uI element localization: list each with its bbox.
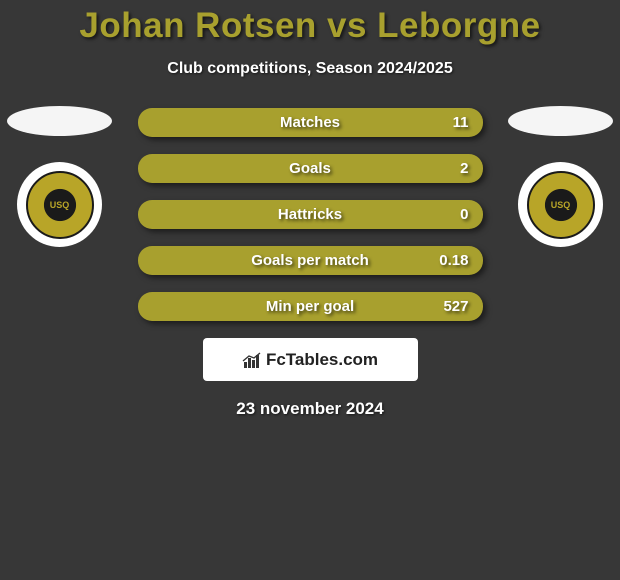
stat-value: 0.18: [439, 252, 468, 269]
stat-bar: Min per goal 527: [138, 292, 483, 321]
page-title: Johan Rotsen vs Leborgne: [0, 0, 620, 46]
stat-label: Matches: [280, 114, 340, 131]
club-badge-left: USQ: [17, 162, 102, 247]
badge-center-text-right: USQ: [551, 200, 571, 210]
stat-bar: Goals 2: [138, 154, 483, 183]
source-logo: FcTables.com: [203, 338, 418, 381]
stat-label: Goals per match: [251, 252, 369, 269]
stat-label: Hattricks: [278, 206, 342, 223]
date-text: 23 november 2024: [0, 399, 620, 419]
stat-label: Min per goal: [266, 298, 354, 315]
stat-value: 11: [453, 114, 469, 131]
source-logo-text: FcTables.com: [266, 350, 378, 370]
comparison-area: USQ USQ Matches 11 Goals 2 Hattricks 0 G…: [0, 106, 620, 321]
stat-bar: Goals per match 0.18: [138, 246, 483, 275]
stat-value: 2: [460, 160, 468, 177]
stat-bar: Matches 11: [138, 108, 483, 137]
club-badge-right: USQ: [518, 162, 603, 247]
subtitle: Club competitions, Season 2024/2025: [0, 60, 620, 78]
player-disc-left: [7, 106, 112, 136]
stat-value: 527: [443, 298, 468, 315]
stat-label: Goals: [289, 160, 331, 177]
bars-icon: [242, 352, 262, 368]
player-disc-right: [508, 106, 613, 136]
club-badge-inner-left: USQ: [26, 171, 94, 239]
stat-bars: Matches 11 Goals 2 Hattricks 0 Goals per…: [138, 106, 483, 321]
club-badge-inner-right: USQ: [527, 171, 595, 239]
stat-bar: Hattricks 0: [138, 200, 483, 229]
badge-center-text-left: USQ: [50, 200, 70, 210]
stat-value: 0: [460, 206, 468, 223]
